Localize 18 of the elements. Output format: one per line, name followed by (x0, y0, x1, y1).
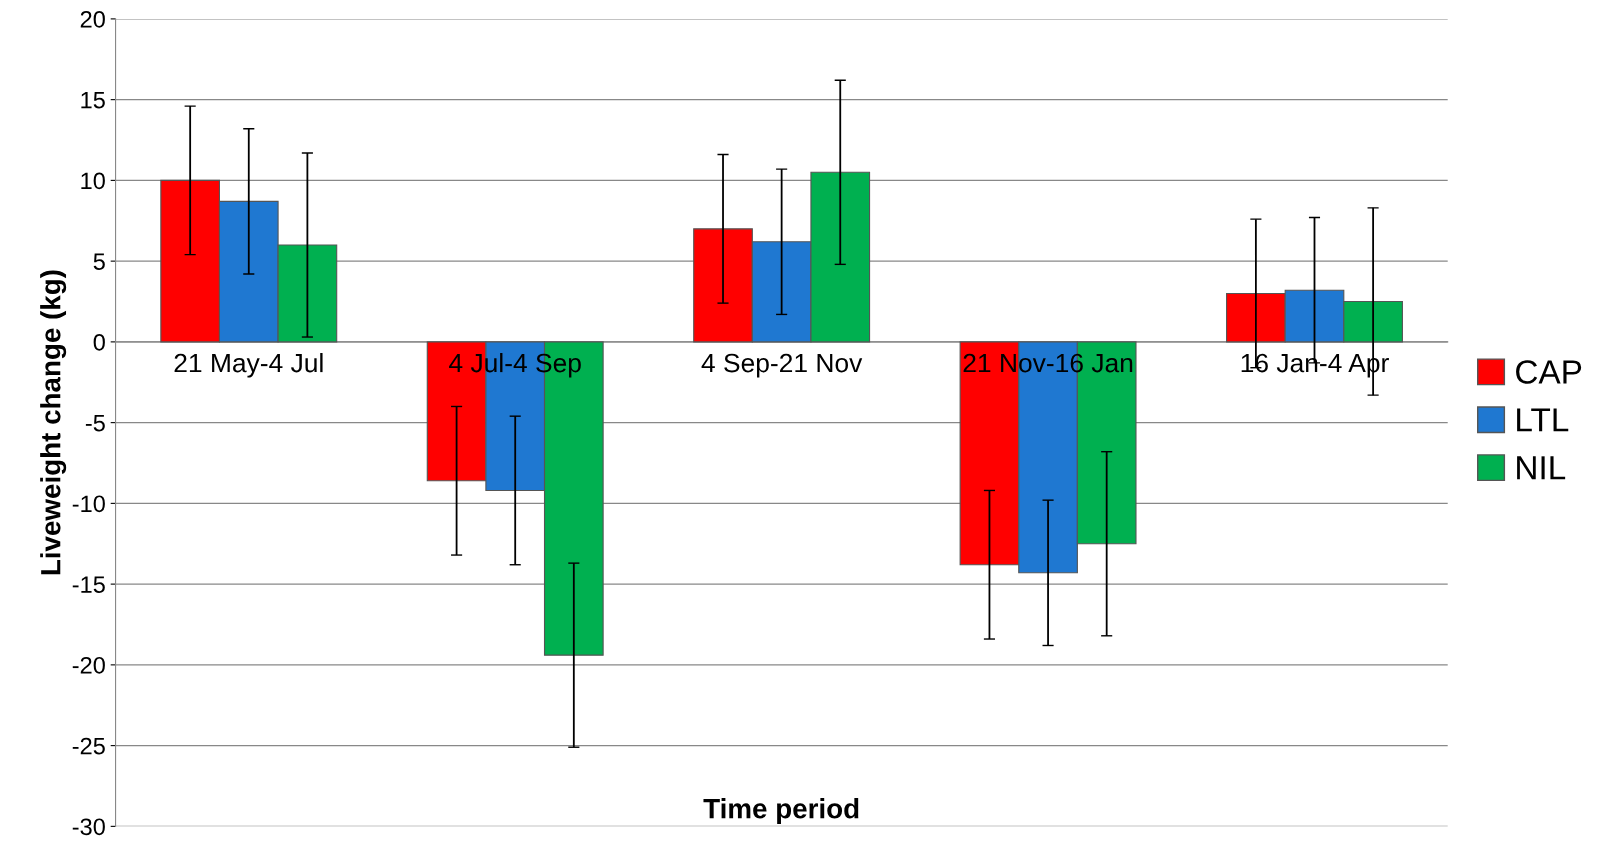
y-tick-label: 0 (93, 333, 105, 351)
y-tick-label: 15 (81, 91, 105, 109)
y-tick-label: -20 (72, 656, 105, 674)
legend-label: CAP (1516, 360, 1582, 384)
y-tick-label: -10 (72, 495, 105, 513)
y-tick-label: -30 (72, 818, 105, 836)
y-tick-label: 20 (80, 10, 105, 28)
x-tick-label: 21 May-4 Jul (174, 352, 323, 378)
y-tick-label: 5 (93, 253, 105, 270)
x-axis-title: Time period (703, 798, 859, 824)
x-tick-label: 4 Sep-21 Nov (701, 353, 863, 378)
legend-label: LTL (1517, 408, 1569, 432)
y-tick-label: -5 (85, 414, 105, 432)
y-tick-label: -25 (72, 737, 105, 755)
y-tick-label: 10 (81, 172, 105, 190)
y-tick-label: -15 (72, 576, 105, 593)
legend-label: NIL (1517, 456, 1566, 480)
y-axis-title: Liveweight change (kg) (40, 270, 67, 575)
